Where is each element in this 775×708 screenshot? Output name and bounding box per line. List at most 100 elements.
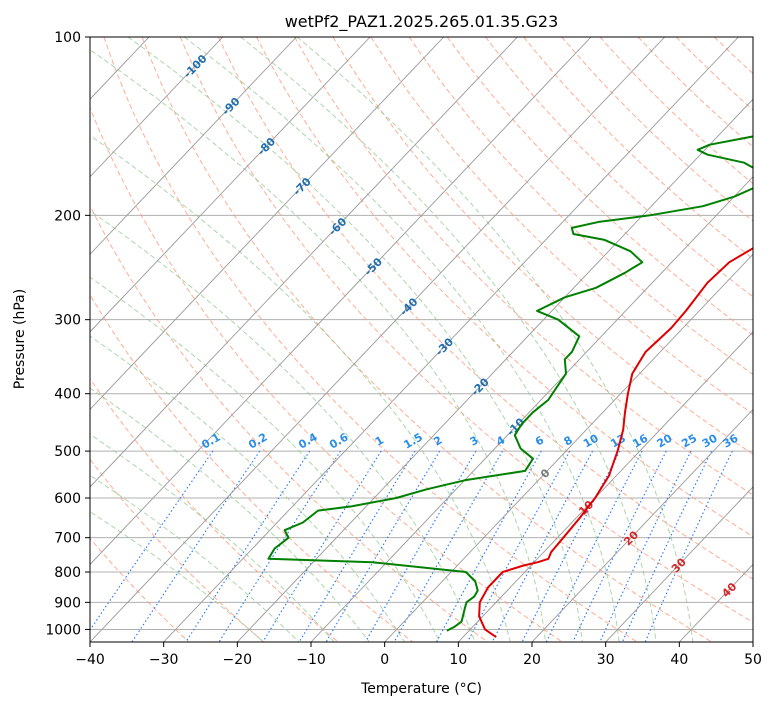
moist-adiabat (90, 276, 441, 642)
isotherm-line (90, 37, 592, 566)
moist-adiabat (90, 474, 300, 642)
chart-title: wetPf2_PAZ1.2025.265.01.35.G23 (285, 12, 559, 32)
mixing-ratio-label: 4 (494, 433, 507, 448)
isotherm-line (163, 37, 739, 642)
mixing-ratio-line (218, 450, 341, 642)
y-tick-label: 1000 (45, 622, 81, 638)
mixing-ratio-line (491, 450, 594, 642)
dry-adiabat (370, 37, 753, 415)
moist-adiabat (90, 511, 265, 642)
isotherm-line (90, 37, 224, 178)
y-tick-label: 200 (54, 208, 81, 224)
x-tick-label: 10 (449, 652, 467, 668)
mixing-ratio-line (393, 450, 503, 642)
isotherm-line (752, 641, 753, 642)
y-tick-label: 300 (54, 313, 81, 329)
isotherm-line (531, 408, 753, 642)
dry-adiabat (752, 37, 753, 39)
isotherm-line (310, 176, 753, 642)
mixing-ratio-label: 6 (533, 433, 546, 448)
x-tick-label: 20 (523, 652, 541, 668)
isotherm-line (0, 37, 2, 642)
moist-adiabat (240, 37, 657, 642)
x-tick-label: −20 (223, 652, 253, 668)
isotherm-line (605, 486, 753, 642)
plot-area: -100-90-80-70-60-50-40-30-20-10010203040… (0, 37, 753, 642)
mixing-ratio-line (599, 450, 692, 642)
dry-adiabat (90, 458, 264, 642)
y-tick-label: 100 (54, 30, 81, 46)
y-axis-label: Pressure (hPa) (12, 289, 28, 389)
mixing-ratio-label: 16 (630, 431, 650, 450)
mixing-ratio-line (467, 450, 571, 642)
dry-adiabat (485, 37, 753, 298)
dry-adiabat (90, 537, 190, 642)
y-tick-label: 900 (54, 595, 81, 611)
temperature-profile-line (478, 247, 753, 638)
dry-adiabat (714, 37, 753, 75)
pressure-grid (90, 37, 753, 630)
moist-adiabat (90, 49, 546, 642)
dry-adiabat (217, 37, 753, 580)
moist-adiabat (90, 387, 370, 642)
isotherm-line (237, 98, 753, 642)
isoline-labels: -100-90-80-70-60-50-40-30-20-10010203040… (181, 52, 741, 600)
x-tick-label: −30 (149, 652, 179, 668)
isotherm-line (679, 563, 753, 642)
mixing-ratio-label: 20 (655, 431, 675, 450)
x-tick-label: 30 (597, 652, 615, 668)
mixing-ratio-line (185, 450, 311, 642)
isotherm-lines (0, 37, 753, 642)
dry-adiabat (179, 37, 753, 623)
isotherm-line (90, 37, 297, 255)
isotherm-line (90, 37, 518, 488)
y-tick-label: 700 (54, 531, 81, 547)
dry-adiabat (599, 37, 753, 185)
y-tick-label: 600 (54, 491, 81, 507)
mixing-ratio-lines (90, 450, 733, 642)
y-axis: 100 200 300 400 500 600 700 800 900 1000 (45, 30, 90, 638)
moist-adiabat (183, 37, 620, 642)
moist-adiabat (90, 134, 511, 642)
dry-adiabat (294, 37, 753, 496)
dry-adiabat (90, 293, 414, 642)
isotherm-line (384, 253, 753, 642)
mixing-ratio-line (90, 450, 214, 631)
x-tick-label: 40 (670, 652, 688, 668)
dry-adiabat (90, 106, 563, 642)
dry-adiabat (561, 37, 753, 222)
mixing-ratio-label: 8 (562, 434, 575, 449)
mixing-ratio-line (325, 450, 441, 642)
moist-adiabat (296, 37, 694, 642)
mixing-ratio-label: 0.2 (246, 431, 269, 452)
isotherm-line (90, 37, 666, 642)
dry-adiabat (523, 37, 753, 260)
mixing-ratio-line (262, 450, 382, 642)
mixing-ratio-line (435, 450, 542, 642)
isotherm-line (90, 37, 445, 411)
y-tick-label: 400 (54, 387, 81, 403)
mixing-ratio-line (644, 450, 733, 642)
y-tick-label: 500 (54, 444, 81, 460)
isotherm-line (90, 37, 371, 333)
x-axis: −40 −30 −20 −10 0 10 20 30 40 50 (75, 642, 762, 668)
x-axis-label: Temperature (°C) (360, 681, 482, 697)
mixing-ratio-label: 1 (373, 434, 386, 449)
moist-adiabat (90, 210, 476, 642)
y-tick-label: 800 (54, 565, 81, 581)
dry-adiabat (141, 37, 712, 642)
mixing-ratio-line (572, 450, 667, 642)
dry-adiabat (446, 37, 753, 336)
moist-adiabat (90, 335, 406, 642)
dry-adiabat (90, 204, 488, 642)
dewpoint-profile-line (267, 135, 753, 632)
mixing-ratio-label: 0.4 (296, 430, 320, 451)
adiabat-lines (90, 37, 753, 642)
x-tick-label: 50 (744, 652, 762, 668)
x-tick-label: 0 (380, 652, 389, 668)
isotherm-label: -100 (181, 52, 210, 81)
mixing-ratio-line (131, 450, 261, 642)
dry-adiabat (256, 37, 753, 538)
dry-adiabat (408, 37, 753, 375)
